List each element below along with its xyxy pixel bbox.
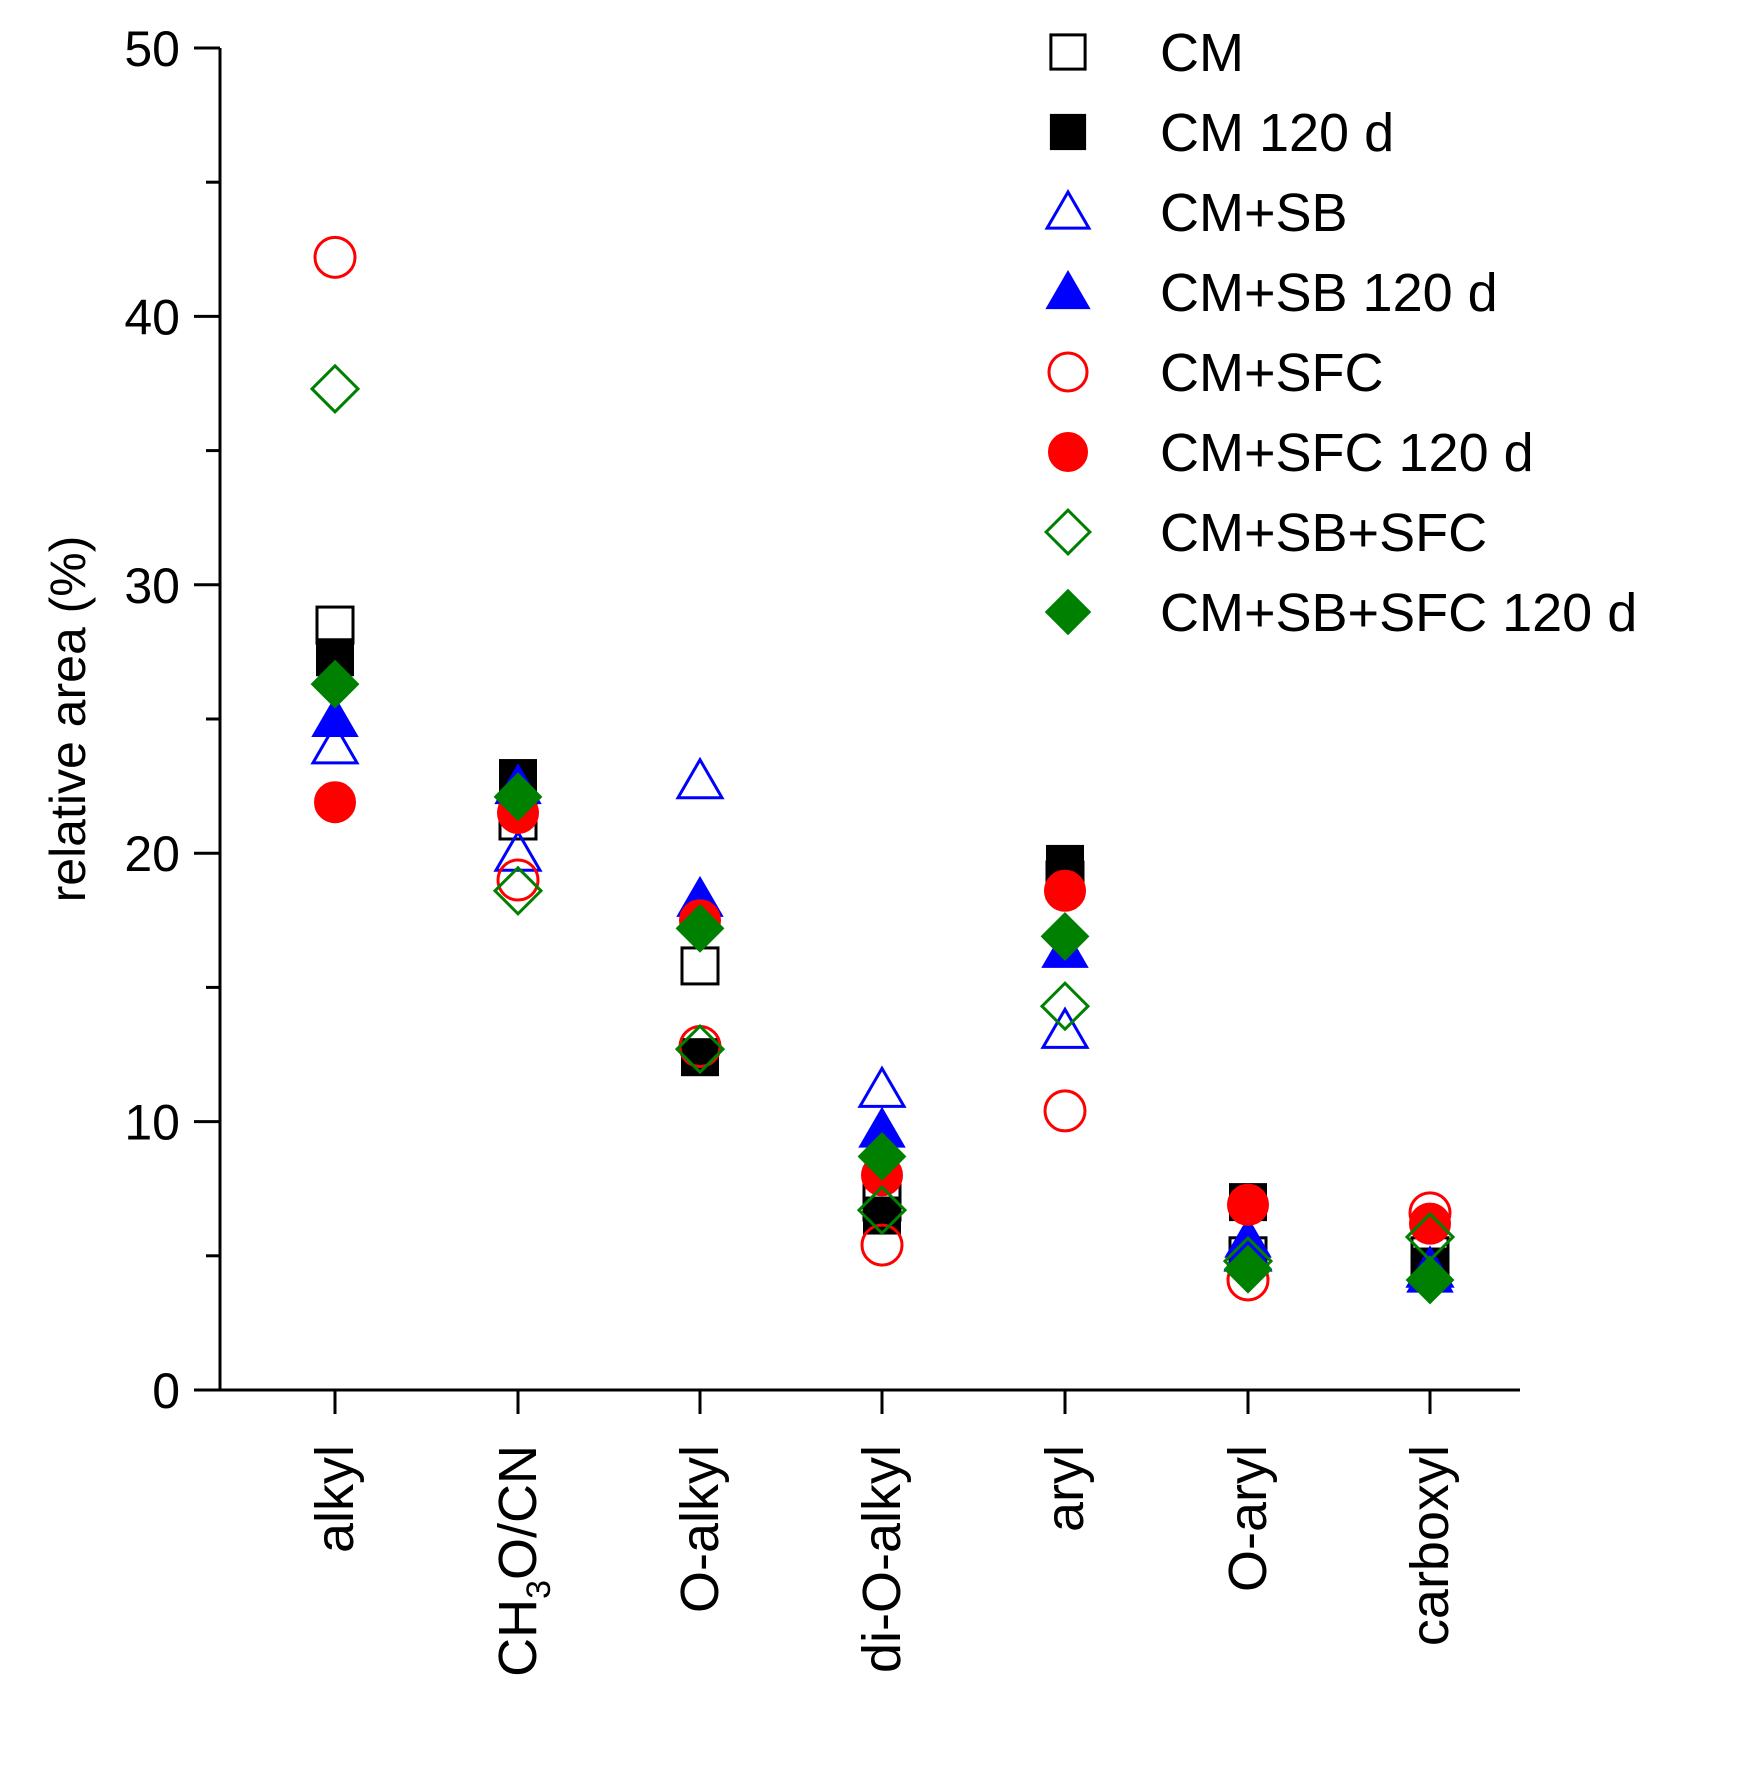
data-point [315, 605, 355, 645]
data-point [492, 865, 544, 916]
legend-label: CM+SB 120 d [1160, 263, 1498, 323]
legend-label: CM+SFC [1160, 343, 1384, 403]
data-point [311, 696, 359, 737]
data-point [856, 1185, 908, 1236]
x-tick-label: O-alkyl [670, 1445, 730, 1613]
data-point [857, 1065, 907, 1108]
legend-label: CM 120 d [1160, 103, 1394, 163]
legend-label: CM [1160, 23, 1244, 83]
data-points [309, 235, 1456, 1305]
legend-marker [1044, 189, 1092, 230]
legend-label: CM+SB [1160, 183, 1348, 243]
x-axis-ticks: alkyl CH3O/CN O-alkyl di-O-alkyl aryl O-aryl c… [305, 1390, 1460, 1677]
data-point [675, 756, 725, 800]
data-point [493, 772, 543, 822]
data-point [314, 781, 356, 824]
x-tick-label: CH3O/CN [488, 1445, 558, 1677]
y-tick-label: 10 [124, 1095, 180, 1151]
data-point [1043, 1089, 1087, 1133]
data-point [857, 1132, 907, 1181]
x-tick-label: aryl [1035, 1445, 1095, 1532]
data-point [1039, 981, 1091, 1032]
y-tick-label: 20 [124, 826, 180, 882]
legend-label: CM+SB+SFC [1160, 503, 1487, 563]
y-tick-label: 0 [152, 1363, 180, 1419]
y-axis-ticks: 0 10 20 30 40 50 [124, 21, 220, 1419]
data-point [1405, 1255, 1455, 1305]
series-7 [310, 659, 1455, 1305]
legend-label: CM+SFC 120 d [1160, 423, 1534, 483]
legend-marker [1049, 33, 1087, 71]
data-point [493, 829, 543, 872]
data-point [496, 858, 540, 902]
data-point [675, 903, 725, 953]
data-point [310, 659, 360, 709]
y-tick-label: 50 [124, 21, 180, 77]
data-point [309, 363, 361, 414]
data-point [681, 1038, 719, 1077]
series-6 [309, 363, 1456, 1287]
legend-marker [1044, 508, 1092, 556]
data-point [310, 721, 360, 765]
data-point [680, 946, 720, 986]
data-point [1040, 911, 1090, 961]
x-tick-label: O-aryl [1218, 1445, 1278, 1592]
data-point [1409, 1202, 1451, 1245]
x-tick-label: carboxyl [1400, 1445, 1460, 1646]
legend-marker [1044, 588, 1092, 636]
data-point [1040, 1006, 1090, 1049]
y-tick-label: 40 [124, 289, 180, 345]
data-point [313, 235, 357, 279]
legend-marker [1047, 351, 1089, 393]
data-point [1227, 1183, 1269, 1226]
x-tick-label: alkyl [305, 1445, 365, 1553]
data-point [674, 1024, 726, 1075]
legend-marker [1049, 113, 1087, 151]
x-tick-label: di-O-alkyl [852, 1445, 912, 1673]
y-axis-label: relative area (%) [40, 536, 96, 903]
data-point [1044, 869, 1086, 912]
legend-label: CM+SB+SFC 120 d [1160, 583, 1637, 643]
legend-marker [1048, 432, 1088, 472]
legend-marker [1045, 270, 1091, 310]
data-point [860, 1223, 904, 1267]
data-point [1223, 1244, 1273, 1294]
legend: CM CM 120 d CM+SB CM+SB 120 d CM+SFC CM+SFC 1… [1044, 23, 1637, 643]
y-tick-label: 30 [124, 558, 180, 614]
